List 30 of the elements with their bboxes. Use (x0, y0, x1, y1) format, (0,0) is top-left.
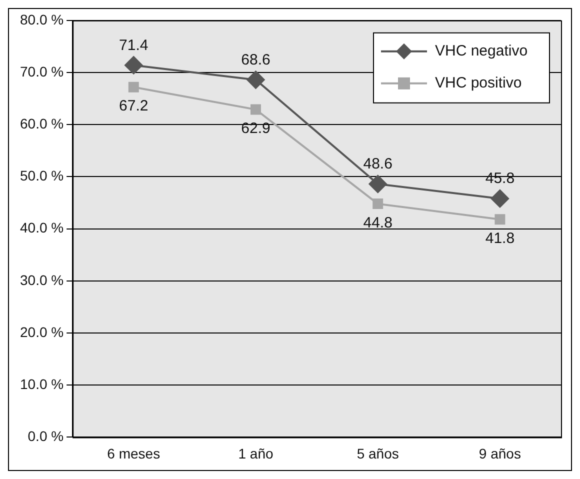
data-label: 41.8 (485, 230, 515, 248)
point (124, 56, 143, 74)
data-label: 68.6 (241, 51, 270, 68)
y-tick-label: 80.0 % (20, 11, 64, 28)
data-label: 48.6 (363, 156, 392, 173)
data-label: 67.2 (119, 98, 148, 115)
point (368, 174, 387, 193)
data-label: 44.8 (363, 214, 392, 232)
y-tick-label: 70.0 % (20, 63, 64, 80)
point (372, 198, 384, 210)
point (250, 104, 261, 115)
x-tick-label: 6 meses (107, 445, 160, 462)
point (490, 190, 509, 208)
x-tick-label: 9 años (478, 445, 521, 462)
legend-label: VHC negativo (435, 42, 528, 60)
y-tick-label: 50.0 % (20, 168, 64, 184)
point (246, 70, 265, 89)
y-tick-label: 30.0 % (20, 272, 64, 288)
point (128, 82, 139, 92)
y-tick-label: 20.0 % (20, 324, 64, 340)
y-tick-label: 60.0 % (20, 115, 64, 132)
y-tick-label: 40.0 % (20, 220, 64, 236)
y-tick-label: 10.0 % (20, 376, 64, 392)
data-label: 62.9 (241, 120, 270, 138)
point (494, 214, 506, 225)
x-tick-label: 1 año (238, 445, 274, 462)
x-tick-label: 5 años (356, 445, 399, 462)
data-label: 71.4 (119, 36, 148, 54)
legend-label: VHC positivo (435, 74, 522, 92)
y-tick-label: 0.0 % (28, 428, 64, 444)
